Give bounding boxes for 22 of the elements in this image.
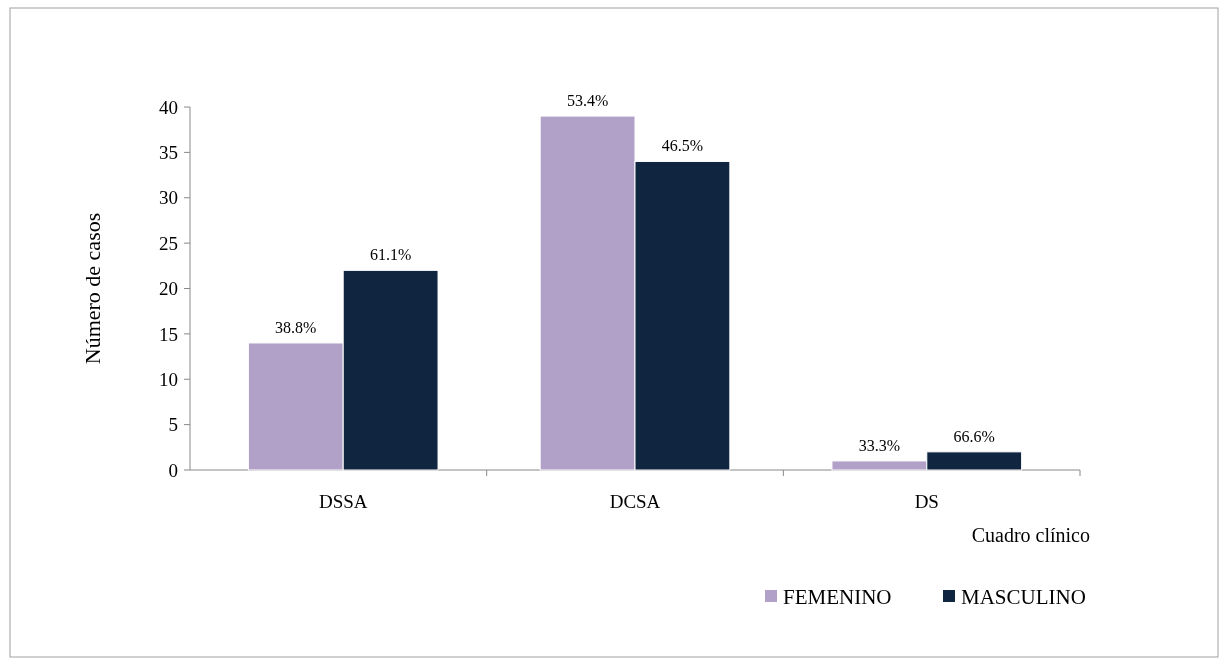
y-tick-label: 40 [159,96,178,118]
annotation: 33.3% [858,436,901,454]
annotation: 38.8% [275,318,317,336]
y-tick-label: 15 [159,323,178,345]
y-tick-label: 30 [159,187,178,209]
x-tick-label: DSSA [318,491,368,512]
y-tick-label: 10 [159,368,178,390]
legend-label: MASCULINO [961,585,1086,610]
y-tick-label: 20 [159,278,178,300]
annotation: 66.6% [953,427,995,445]
y-tick-label: 0 [168,459,178,481]
x-tick-label: DS [914,491,939,512]
y-axis-title: Número de casos [80,212,105,365]
annotation: 61.1% [369,246,412,264]
legend-label: FEMENINO [783,585,892,610]
annotation: 46.5% [661,137,704,155]
y-tick-label: 5 [168,414,178,436]
y-tick-label: 25 [159,232,178,254]
x-tick-label: DCSA [609,491,661,512]
y-tick-label: 35 [159,142,178,164]
x-axis-title: Cuadro clínico [971,524,1090,546]
annotation: 53.4% [566,92,609,110]
